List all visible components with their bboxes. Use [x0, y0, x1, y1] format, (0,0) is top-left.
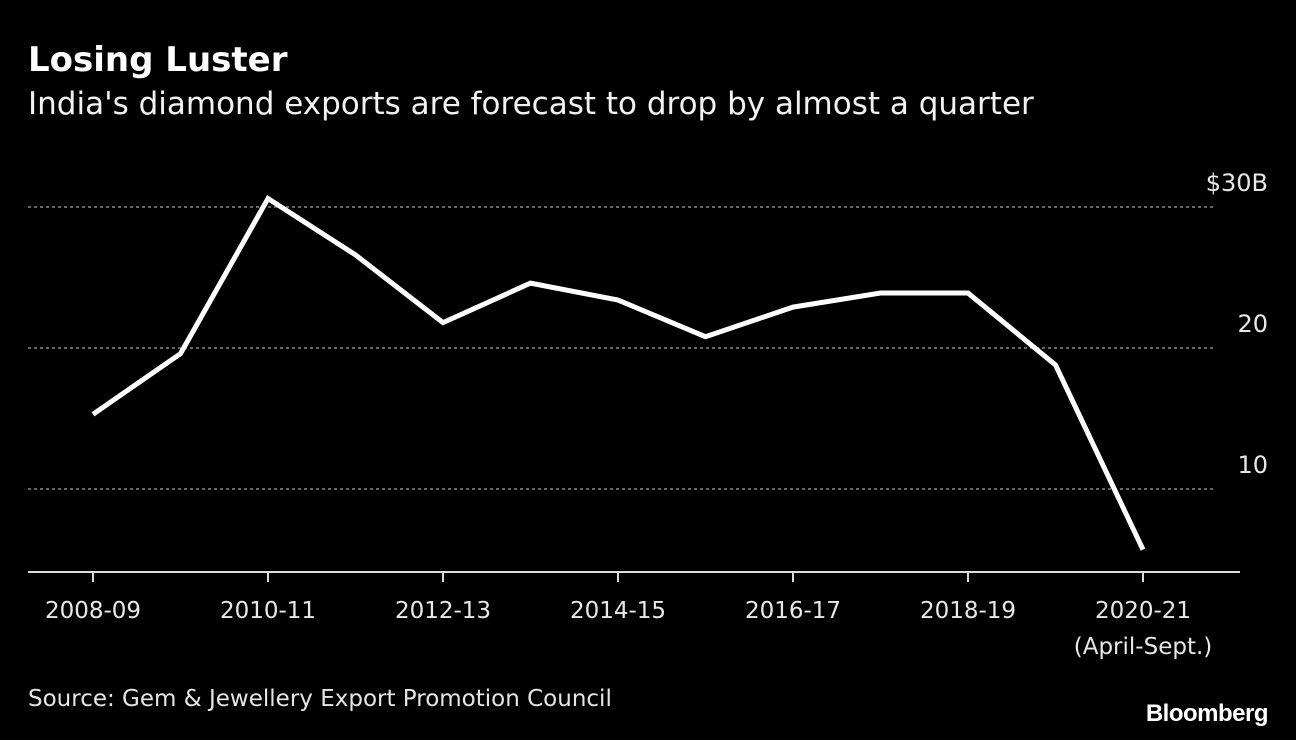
x-tick-label: 2008-09 [45, 598, 141, 624]
bloomberg-logo: Bloomberg [1145, 700, 1269, 727]
chart-title: Losing Luster [28, 40, 288, 80]
x-tick-label: 2012-13 [395, 598, 491, 624]
x-tick-label: 2010-11 [220, 598, 316, 624]
series-line [91, 195, 1146, 551]
x-tick-label: 2016-17 [745, 598, 841, 624]
y-tick-label: 20 [1237, 310, 1268, 338]
y-tick-label: $30B [1206, 169, 1268, 197]
source-note: Source: Gem & Jewellery Export Promotion… [28, 686, 612, 712]
x-tick-label: 2014-15 [570, 598, 666, 624]
x-tick-note: (April-Sept.) [1074, 634, 1213, 660]
x-tick-label: 2020-21 [1095, 598, 1191, 624]
y-tick-label: 10 [1237, 451, 1268, 479]
chart-subtitle: India's diamond exports are forecast to … [28, 86, 1034, 122]
x-tick-label: 2018-19 [920, 598, 1016, 624]
